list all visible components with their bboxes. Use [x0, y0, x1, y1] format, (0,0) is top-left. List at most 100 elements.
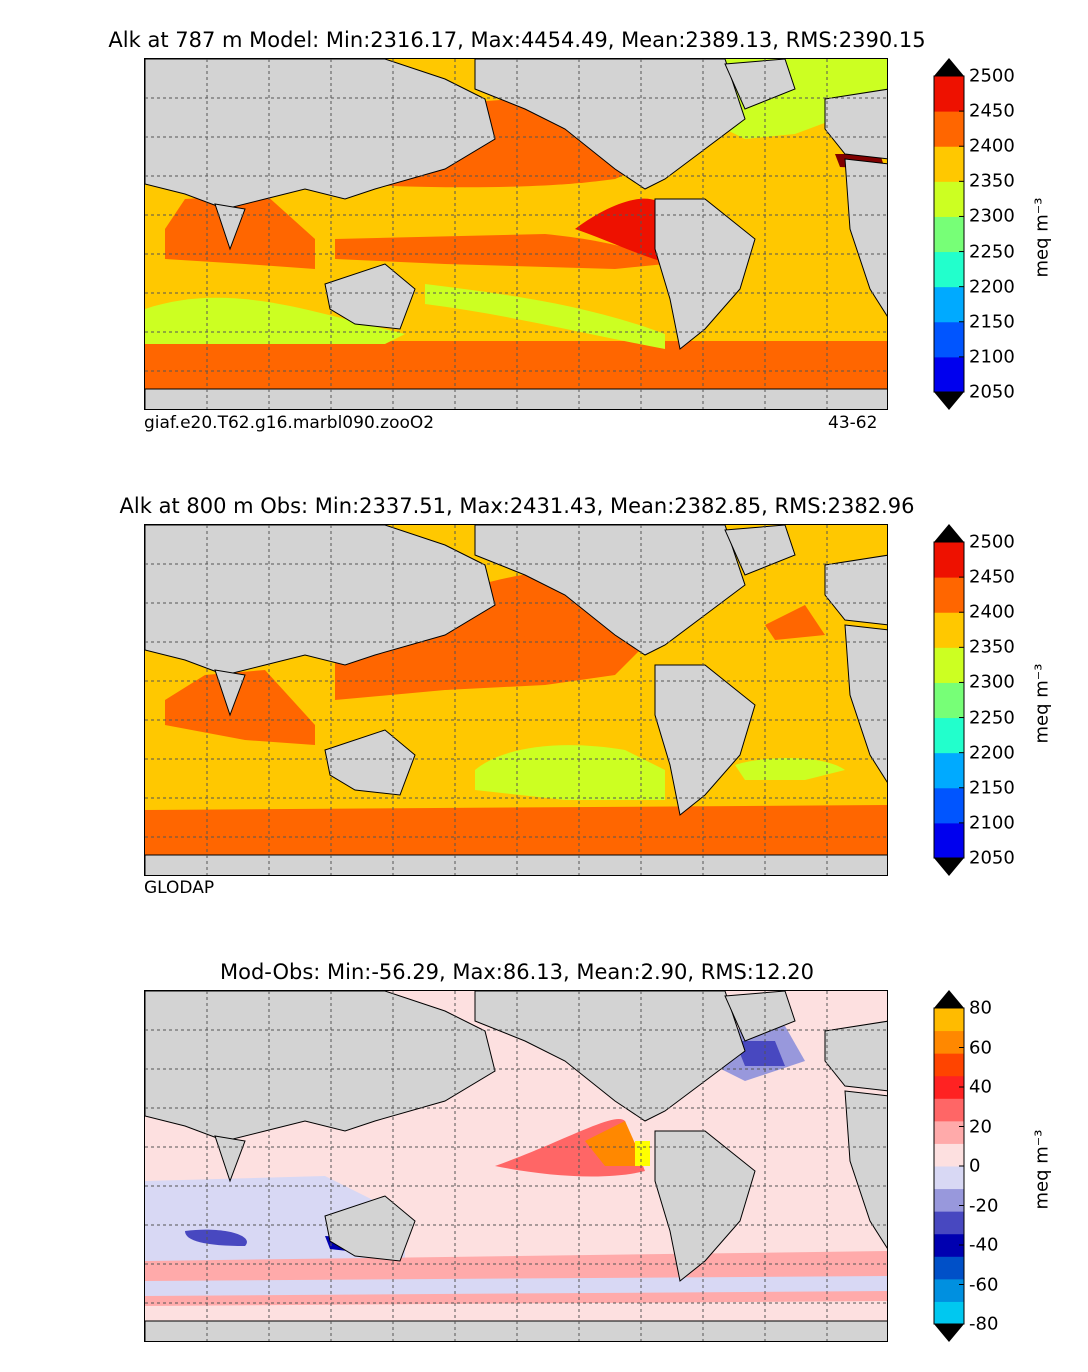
colorbar-block	[934, 356, 964, 393]
colorbar-block	[934, 577, 964, 613]
africa-land	[844, 1090, 887, 1249]
colorbar-block	[934, 1301, 964, 1325]
north-pacific-inner	[345, 635, 615, 690]
colorbar-block	[934, 111, 964, 147]
panel1-caption-left: giaf.e20.T62.g16.marbl090.zooO2	[144, 413, 435, 433]
panel1-grid	[145, 59, 887, 409]
colorbar-block	[934, 1120, 964, 1144]
panel2-colorbar-label: meq m⁻³	[1031, 663, 1053, 744]
south-atlantic	[735, 758, 845, 780]
colorbar-tick-label: -80	[969, 1313, 999, 1335]
colorbar-tick-label: 40	[969, 1076, 992, 1098]
colorbar-block	[934, 1166, 964, 1190]
colorbar-block	[934, 1211, 964, 1235]
colorbar-tick-label: 2500	[969, 531, 1015, 553]
colorbar-block	[934, 251, 964, 288]
colorbar-tick-label: 2500	[969, 65, 1015, 87]
colorbar-block	[934, 612, 964, 648]
north-america-land	[474, 59, 746, 190]
panel2-grid	[145, 525, 887, 875]
colorbar-tick-label: 2100	[969, 812, 1015, 834]
south-america-land	[654, 198, 756, 350]
colorbar-tick-label: 2450	[969, 566, 1015, 588]
colorbar-block	[934, 286, 964, 323]
colorbar-tick-label: 80	[969, 997, 992, 1019]
southern-ocean-band	[145, 805, 887, 860]
colorbar-block	[934, 1053, 964, 1077]
panel3-grid	[145, 991, 887, 1341]
east-equatorial-pacific	[575, 198, 670, 264]
eurasia-east-land	[824, 1020, 887, 1092]
eurasia-east-land	[824, 88, 887, 160]
colorbar-tick-label: 2250	[969, 707, 1015, 729]
colorbar-tick-label: 2100	[969, 346, 1015, 368]
colorbar-block	[934, 787, 964, 824]
colorbar-tick-label: 2200	[969, 276, 1015, 298]
colorbar-extend-top	[934, 990, 964, 1008]
colorbar-border	[933, 541, 965, 859]
colorbar-tick-label: 2300	[969, 205, 1015, 227]
colorbar-tick-label: 2350	[969, 636, 1015, 658]
colorbar-block	[934, 752, 964, 789]
panel1-colorbar-label: meq m⁻³	[1031, 197, 1053, 278]
colorbar-tick-label: 2150	[969, 777, 1015, 799]
indian-ocean-north	[165, 194, 315, 269]
panel3-colorbar	[933, 990, 965, 1342]
panel1-title: Alk at 787 m Model: Min:2316.17, Max:445…	[108, 28, 926, 52]
colorbar-block	[934, 1030, 964, 1054]
eurasia-land	[145, 525, 496, 676]
indian-ocean-north	[165, 670, 315, 745]
panel3-colorbar-label: meq m⁻³	[1031, 1129, 1053, 1210]
colorbar-tick-label: 2400	[969, 135, 1015, 157]
panel1-map-svg	[145, 59, 887, 409]
eurasia-land	[145, 991, 496, 1142]
south-pacific	[475, 745, 665, 800]
peru-coast-max	[585, 1121, 645, 1166]
north-atlantic-core	[735, 1041, 785, 1066]
colorbar-block	[934, 647, 964, 683]
colorbar-tick-label: 2300	[969, 671, 1015, 693]
colorbar-extend-top	[934, 58, 964, 76]
colorbar-tick-label: 20	[969, 1116, 992, 1137]
panel1-caption-right: 43-62	[828, 413, 878, 433]
colorbar-block	[934, 1233, 964, 1257]
colorbar-block	[934, 1008, 964, 1032]
south-america-land	[654, 1130, 756, 1282]
colorbar-block	[934, 321, 964, 358]
colorbar-tick-label: 0	[969, 1155, 981, 1177]
colorbar-block	[934, 822, 964, 859]
panel3-title: Mod-Obs: Min:-56.29, Max:86.13, Mean:2.9…	[220, 960, 814, 984]
colorbar-block	[934, 1143, 964, 1167]
colorbar-tick-label: 2150	[969, 311, 1015, 333]
colorbar-border	[933, 75, 965, 393]
colorbar-tick-label: 2350	[969, 170, 1015, 192]
colorbar-tick-label: 2050	[969, 381, 1015, 403]
colorbar-extend-bottom	[934, 858, 964, 876]
colorbar-extend-top	[934, 524, 964, 542]
south-america-land	[654, 664, 756, 816]
colorbar-tick-label: 2200	[969, 742, 1015, 764]
colorbar-block	[934, 717, 964, 754]
panel1-colorbar	[933, 58, 965, 410]
colorbar-tick-label: 60	[969, 1037, 992, 1058]
north-pacific-south	[335, 234, 665, 269]
colorbar-block	[934, 1188, 964, 1212]
north-america-land	[474, 525, 746, 656]
africa-land	[844, 158, 887, 317]
colorbar-extend-bottom	[934, 1324, 964, 1342]
north-america-land	[474, 991, 746, 1122]
colorbar-block	[934, 181, 964, 217]
panel2-map	[144, 524, 888, 876]
panel2-colorbar	[933, 524, 965, 876]
colorbar-tick-label: 2050	[969, 847, 1015, 869]
colorbar-extend-bottom	[934, 392, 964, 410]
colorbar-tick-label: -60	[969, 1274, 999, 1295]
peru-coast-yellow	[635, 1141, 650, 1166]
colorbar-block	[934, 146, 964, 182]
colorbar-tick-label: -20	[969, 1195, 999, 1216]
africa-land	[844, 624, 887, 783]
colorbar-block	[934, 1075, 964, 1099]
colorbar-tick-label: 2450	[969, 100, 1015, 122]
antarctica-land	[145, 388, 887, 409]
eurasia-land	[145, 59, 496, 210]
